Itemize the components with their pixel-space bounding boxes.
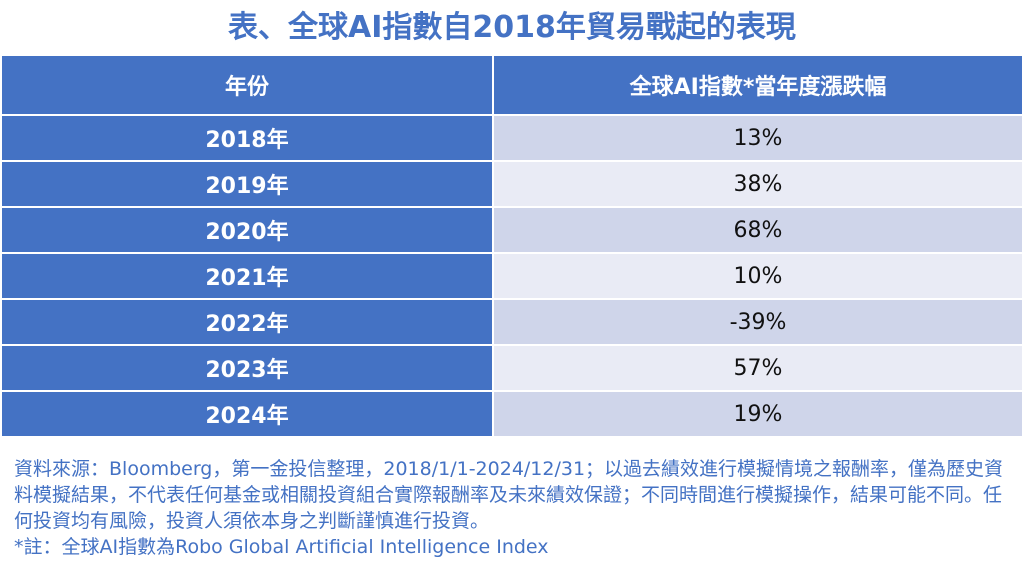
year-cell: 2018年 xyxy=(2,115,494,162)
change-cell: 68% xyxy=(493,207,1022,254)
header-year: 年份 xyxy=(2,56,494,116)
table-row: 2023年 57% xyxy=(2,345,1022,392)
change-cell: 19% xyxy=(493,391,1022,438)
page-title: 表、全球AI指數自2018年貿易戰起的表現 xyxy=(228,10,796,45)
source-disclaimer: 資料來源：Bloomberg，第一金投信整理，2018/1/1-2024/12/… xyxy=(14,458,1004,532)
change-cell: 10% xyxy=(493,253,1022,300)
year-cell: 2020年 xyxy=(2,207,494,254)
year-cell: 2021年 xyxy=(2,253,494,300)
year-cell: 2024年 xyxy=(2,391,494,438)
notes-section: 資料來源：Bloomberg，第一金投信整理，2018/1/1-2024/12/… xyxy=(14,456,1014,560)
change-cell: 13% xyxy=(493,115,1022,162)
performance-table: 年份 全球AI指數*當年度漲跌幅 2018年 13% 2019年 38% 202… xyxy=(2,56,1022,438)
table-row: 2020年 68% xyxy=(2,207,1022,254)
header-annual-change: 全球AI指數*當年度漲跌幅 xyxy=(493,56,1022,116)
table-row: 2021年 10% xyxy=(2,253,1022,300)
change-cell: 38% xyxy=(493,161,1022,208)
index-footnote: *註：全球AI指數為Robo Global Artificial Intelli… xyxy=(14,536,549,558)
year-cell: 2023年 xyxy=(2,345,494,392)
year-cell: 2019年 xyxy=(2,161,494,208)
table-row: 2019年 38% xyxy=(2,161,1022,208)
change-cell: 57% xyxy=(493,345,1022,392)
change-cell: -39% xyxy=(493,299,1022,346)
table-row: 2024年 19% xyxy=(2,391,1022,438)
table-row: 2018年 13% xyxy=(2,115,1022,162)
performance-table-container: 年份 全球AI指數*當年度漲跌幅 2018年 13% 2019年 38% 202… xyxy=(2,56,1022,438)
table-row: 2022年 -39% xyxy=(2,299,1022,346)
year-cell: 2022年 xyxy=(2,299,494,346)
table-header-row: 年份 全球AI指數*當年度漲跌幅 xyxy=(2,56,1022,116)
